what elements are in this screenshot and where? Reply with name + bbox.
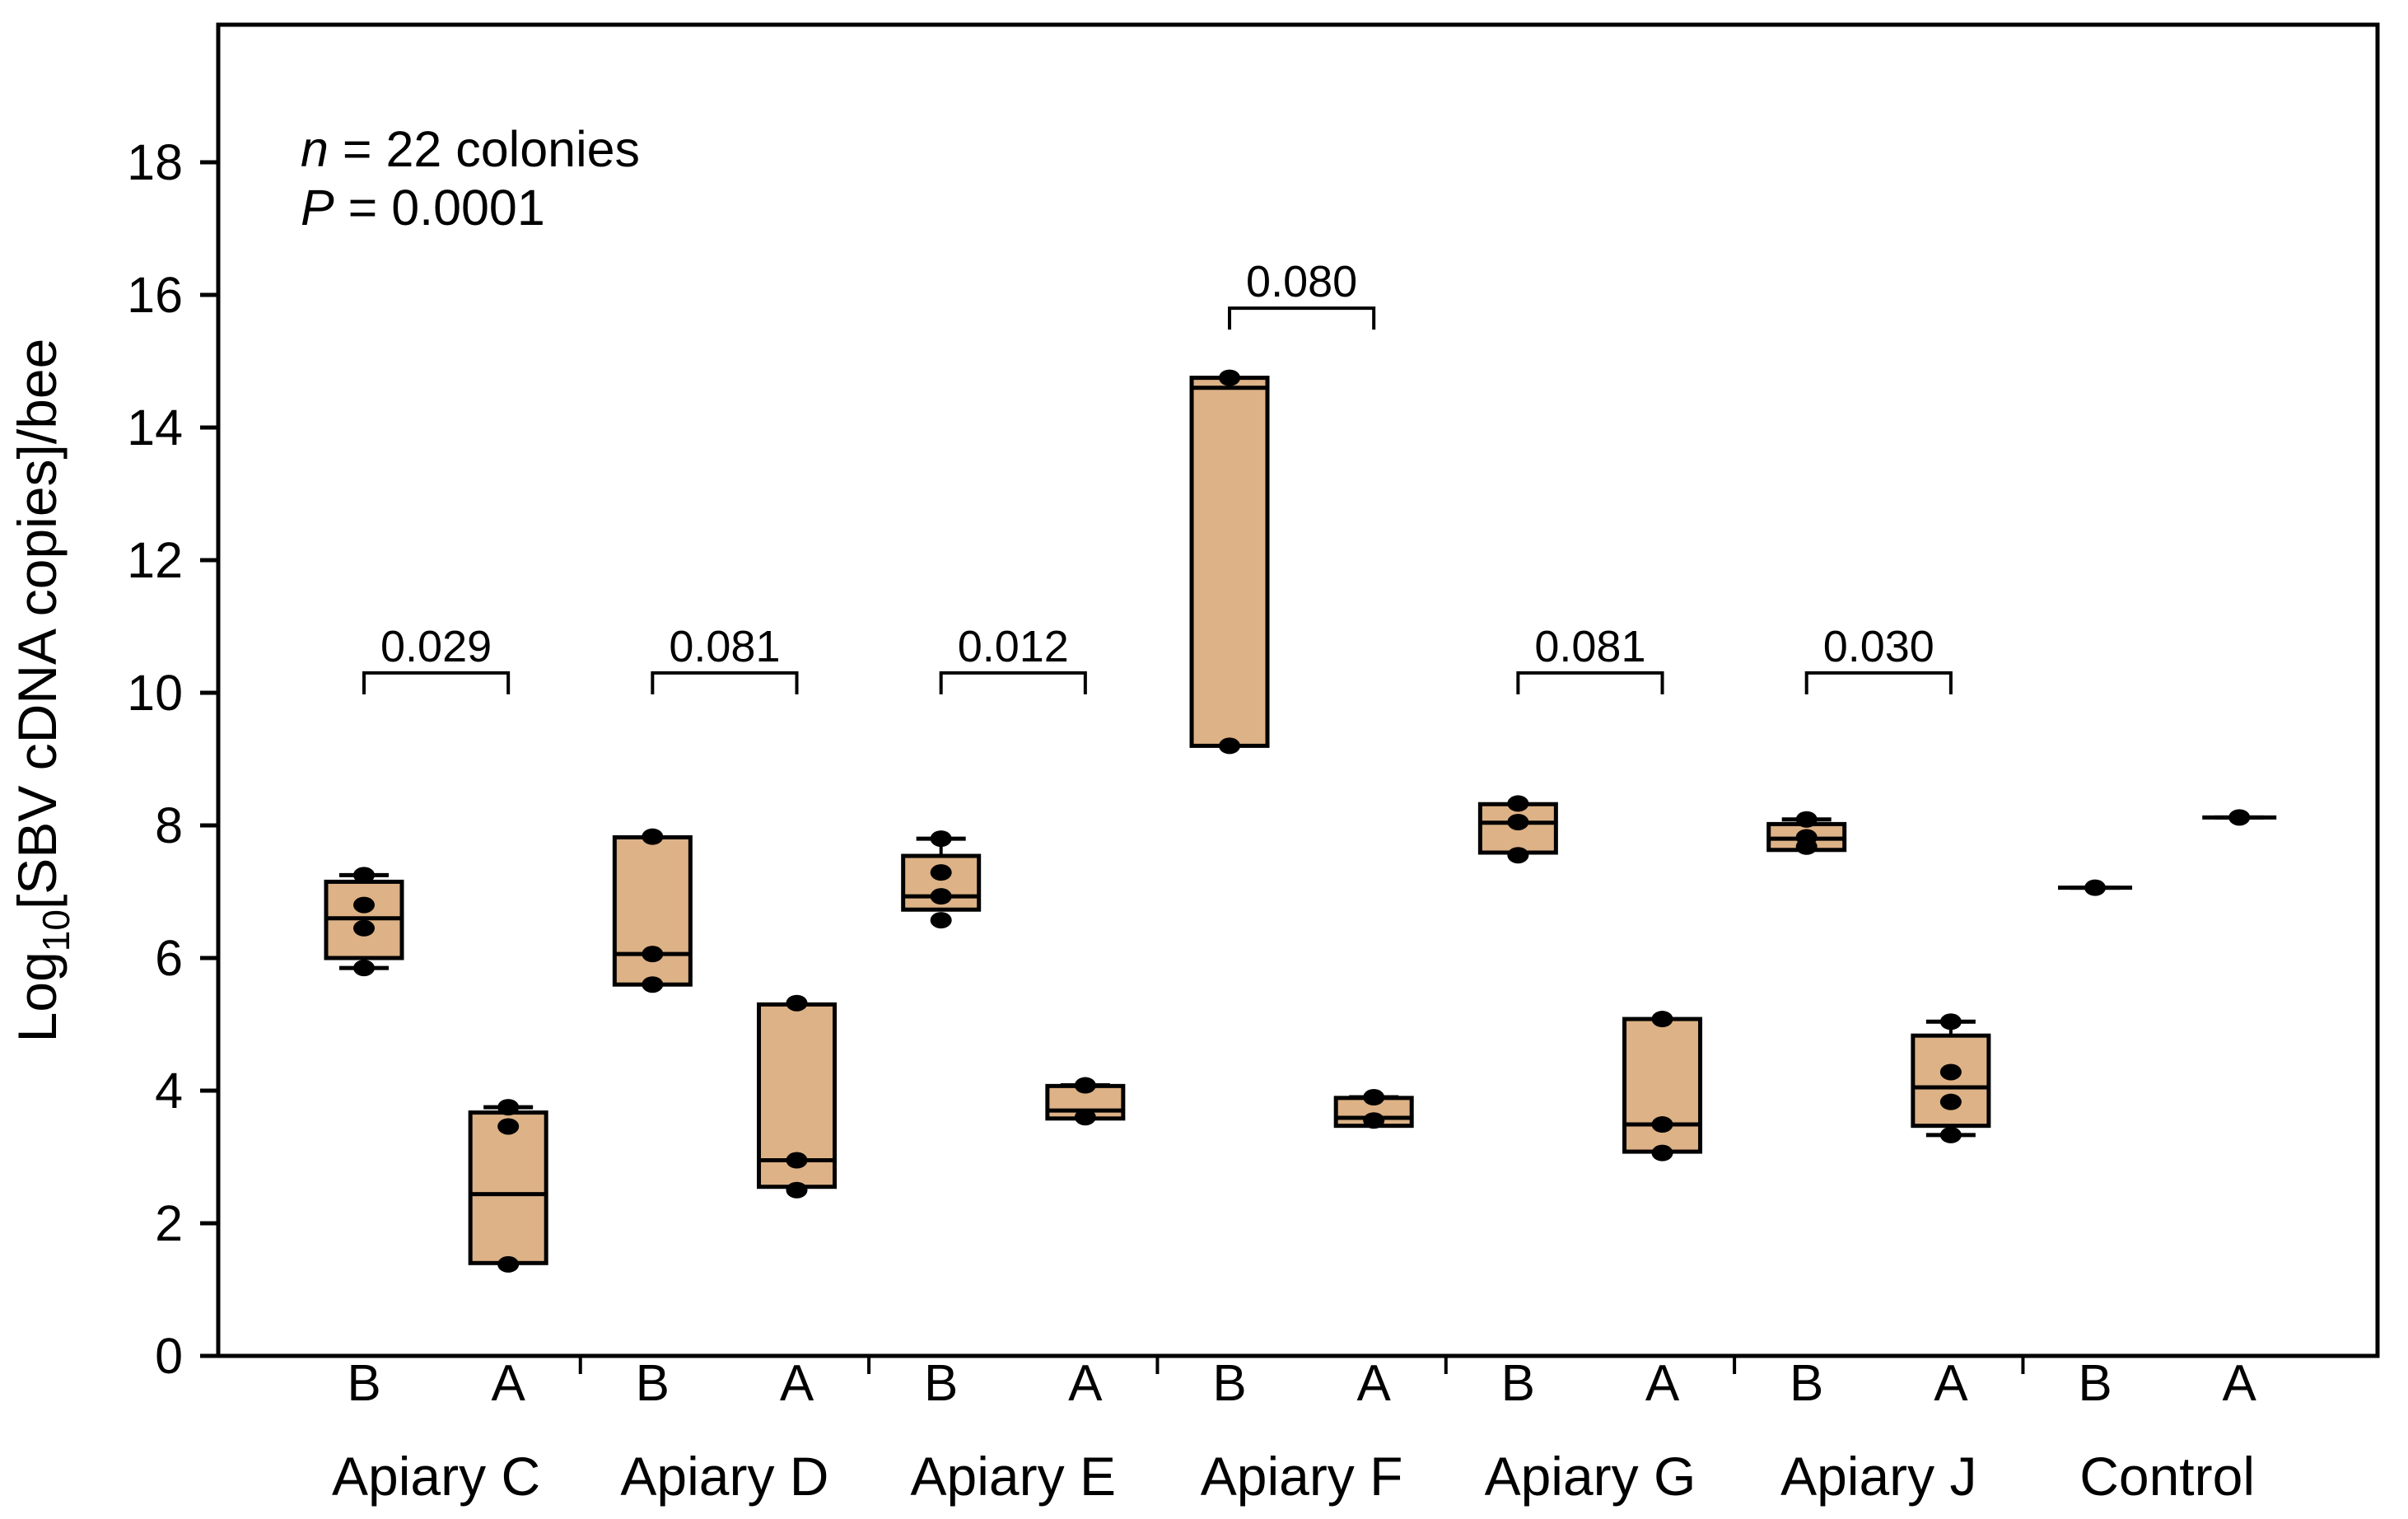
data-point [1939, 1063, 1962, 1081]
p-value-label: 0.081 [1534, 622, 1645, 671]
x-tick-label-condition: A [780, 1355, 814, 1412]
data-point [2228, 809, 2251, 826]
data-point [642, 828, 664, 845]
y-tick-label: 2 [155, 1195, 183, 1251]
data-point [1507, 813, 1529, 830]
p-bracket [1516, 671, 1664, 694]
box-rect [612, 834, 693, 987]
box-rect [1911, 1033, 1991, 1129]
data-point [1219, 369, 1241, 386]
x-tick-label-condition: B [636, 1355, 670, 1412]
data-point [930, 888, 952, 905]
x-tick-label-condition: A [1357, 1355, 1392, 1412]
annotation-n: n = 22 colonies [301, 121, 640, 177]
group-label: Apiary F [1201, 1446, 1403, 1507]
data-point [1939, 1013, 1962, 1031]
data-point [1219, 737, 1241, 755]
data-point [930, 864, 952, 881]
data-point [1507, 847, 1529, 864]
data-point [786, 1181, 808, 1199]
p-bracket [939, 671, 1087, 694]
data-point [1363, 1089, 1385, 1106]
y-tick-label: 10 [127, 665, 183, 721]
data-point [353, 867, 375, 884]
group-label: Apiary J [1780, 1446, 1976, 1507]
data-point [930, 830, 952, 848]
group-label: Apiary C [332, 1446, 540, 1507]
data-point [642, 976, 664, 993]
data-point [1074, 1109, 1096, 1126]
data-point [497, 1118, 520, 1135]
y-tick-label: 14 [127, 400, 183, 456]
data-point [1939, 1126, 1962, 1143]
data-point [1507, 795, 1529, 812]
x-tick-label-condition: A [1645, 1355, 1680, 1412]
y-axis-title: Log10[SBV cDNA copies]/bee [7, 339, 77, 1043]
x-tick-label-condition: A [491, 1355, 525, 1412]
x-tick-label-condition: B [1501, 1355, 1535, 1412]
x-tick-label-condition: A [2223, 1355, 2257, 1412]
data-point [1795, 838, 1818, 855]
p-value-label: 0.029 [380, 622, 492, 671]
y-tick-label: 4 [155, 1063, 183, 1119]
x-tick-label-condition: A [1934, 1355, 1968, 1412]
p-bracket [651, 671, 799, 694]
x-tick-label-condition: B [1790, 1355, 1823, 1412]
data-point [1651, 1011, 1673, 1028]
x-tick-label-condition: B [2078, 1355, 2112, 1412]
y-tick-label: 12 [127, 532, 183, 588]
p-value-label: 0.030 [1823, 622, 1934, 671]
data-point [353, 919, 375, 937]
p-value-label: 0.012 [958, 622, 1069, 671]
data-point [1074, 1077, 1096, 1094]
data-point [353, 896, 375, 914]
data-point [1795, 811, 1818, 828]
box-rect [1189, 376, 1270, 748]
data-point [353, 960, 375, 977]
p-bracket [1228, 306, 1376, 330]
group-label: Apiary E [911, 1446, 1116, 1507]
annotation-p: P = 0.0001 [301, 180, 545, 236]
y-tick-label: 6 [155, 930, 183, 986]
data-point [786, 1152, 808, 1169]
y-tick-label: 8 [155, 797, 183, 853]
data-point [786, 994, 808, 1012]
data-point [642, 946, 664, 963]
p-bracket [1804, 671, 1953, 694]
x-tick-label-condition: A [1068, 1355, 1103, 1412]
x-tick-label-condition: B [347, 1355, 380, 1412]
data-point [2084, 879, 2107, 896]
x-tick-label-condition: B [924, 1355, 958, 1412]
data-point [1651, 1116, 1673, 1133]
x-tick-label-condition: B [1212, 1355, 1246, 1412]
data-point [497, 1099, 520, 1116]
data-point [497, 1255, 520, 1273]
group-label: Apiary G [1485, 1446, 1696, 1507]
p-value-label: 0.081 [669, 622, 780, 671]
y-tick-label: 0 [155, 1328, 183, 1384]
plot-frame [216, 22, 2380, 1358]
data-point [1363, 1112, 1385, 1129]
group-label: Apiary D [620, 1446, 828, 1507]
box-rect [468, 1110, 548, 1265]
group-label: Control [2079, 1446, 2255, 1507]
p-bracket [362, 671, 511, 694]
y-tick-label: 16 [127, 267, 183, 323]
data-point [1651, 1144, 1673, 1161]
data-point [1939, 1093, 1962, 1110]
y-tick-label: 18 [127, 134, 183, 190]
p-value-label: 0.080 [1246, 257, 1357, 306]
data-point [930, 912, 952, 929]
